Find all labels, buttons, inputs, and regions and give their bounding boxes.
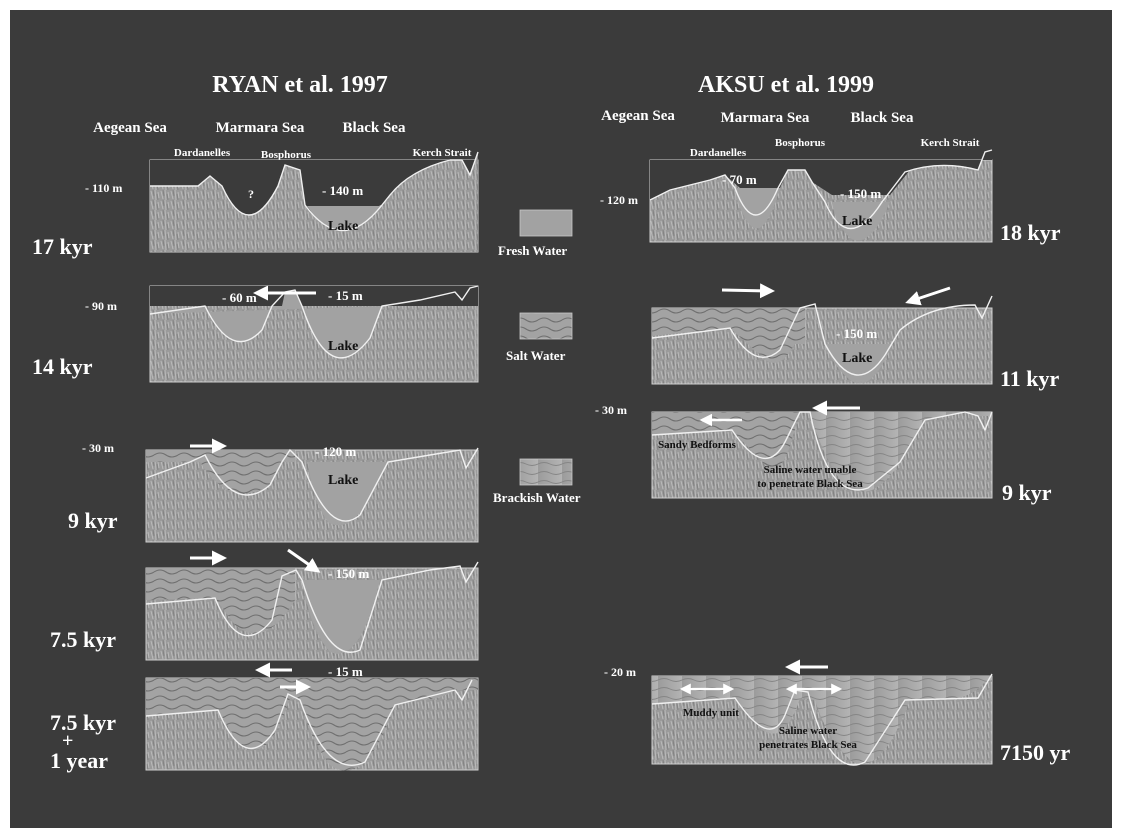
note-saline-line2: to penetrate Black Sea bbox=[757, 478, 863, 490]
salt-water bbox=[652, 308, 805, 363]
level-lake: - 140 m bbox=[322, 183, 363, 198]
seafloor-line bbox=[145, 447, 479, 522]
plus-sign: + bbox=[62, 730, 73, 752]
black-sea-flood-diagram: RYAN et al. 1997 Aegean Sea Marmara Sea … bbox=[32, 72, 1071, 773]
salt-water bbox=[652, 412, 800, 470]
age-label: 7.5 kyr bbox=[50, 627, 116, 652]
outflow-arrow bbox=[905, 286, 951, 306]
right-panel-18kyr: - 120 m - 70 m - 150 m Lake 18 kyr bbox=[600, 149, 1061, 245]
age-label: 17 kyr bbox=[32, 234, 93, 259]
age-label: 11 kyr bbox=[1000, 366, 1060, 391]
seafloor-line bbox=[149, 285, 479, 359]
left-label-bosphorus: Bosphorus bbox=[261, 149, 312, 161]
level-left: - 90 m bbox=[85, 299, 117, 313]
right-label-marmara: Marmara Sea bbox=[721, 110, 810, 126]
age-label: 18 kyr bbox=[1000, 220, 1061, 245]
legend: Fresh Water Salt Water Brackish Water bbox=[493, 209, 581, 505]
lake-water bbox=[302, 580, 380, 654]
level-lake: - 120 m bbox=[315, 444, 356, 459]
marmara-lake bbox=[735, 188, 780, 229]
left-label-dardanelles: Dardanelles bbox=[174, 147, 231, 159]
seafloor-line bbox=[150, 151, 479, 231]
age-label: 9 kyr bbox=[1002, 480, 1052, 505]
legend-label-salt: Salt Water bbox=[506, 348, 566, 363]
left-panel-14kyr: - 90 m - 60 m - 15 m Lake 14 kyr bbox=[32, 285, 479, 383]
left-panel-17kyr: - 110 m - 140 m ? Lake 17 kyr bbox=[32, 151, 479, 259]
right-title: AKSU et al. 1999 bbox=[698, 72, 874, 98]
level-left: - 120 m bbox=[600, 193, 638, 207]
seafloor-line bbox=[651, 295, 993, 376]
level-lake: - 150 m bbox=[840, 186, 881, 201]
right-label-bosphorus: Bosphorus bbox=[775, 137, 826, 149]
level-lake: - 150 m bbox=[836, 326, 877, 341]
legend-swatch-brackish bbox=[519, 458, 573, 486]
age-label: 9 kyr bbox=[68, 508, 118, 533]
brackish-water bbox=[652, 676, 992, 764]
age-line1: 7.5 kyr bbox=[50, 710, 116, 735]
left-label-aegean: Aegean Sea bbox=[93, 120, 167, 136]
level-lake: - 15 m bbox=[328, 288, 363, 303]
level-mid: - 60 m bbox=[222, 290, 257, 305]
brackish-water bbox=[810, 412, 992, 492]
note-sandy-bedforms: Sandy Bedforms bbox=[658, 439, 737, 451]
lake-water bbox=[825, 344, 892, 384]
right-label-black: Black Sea bbox=[851, 110, 914, 126]
legend-label-fresh: Fresh Water bbox=[498, 243, 567, 258]
seafloor-line bbox=[649, 149, 993, 230]
level-lake: - 150 m bbox=[328, 566, 369, 581]
right-panel-9kyr: - 30 m Sandy Bedforms Saline water unabl… bbox=[595, 400, 1052, 505]
age-label: 14 kyr bbox=[32, 354, 93, 379]
lake-label: Lake bbox=[328, 473, 358, 488]
salt-water bbox=[146, 568, 295, 634]
seafloor-line bbox=[145, 561, 479, 653]
question-mark: ? bbox=[248, 187, 254, 201]
spill-arrow bbox=[287, 548, 321, 573]
sky-cutout bbox=[150, 286, 478, 306]
seafloor-line bbox=[145, 679, 473, 767]
lake-water bbox=[308, 462, 388, 526]
salt-water bbox=[146, 678, 478, 771]
note-saline-line1: Saline water bbox=[779, 725, 837, 737]
lake-label: Lake bbox=[842, 351, 872, 366]
legend-swatch-fresh bbox=[519, 209, 573, 237]
age-line2: 1 year bbox=[50, 748, 108, 773]
right-panel-7150yr: - 20 m Muddy unit Saline water penetrate… bbox=[604, 659, 1071, 766]
left-panel-7-5kyr: - 150 m 7.5 kyr bbox=[50, 548, 479, 661]
lake-label: Lake bbox=[328, 339, 358, 354]
lake-water bbox=[150, 290, 382, 358]
level-left: - 110 m bbox=[85, 181, 122, 195]
salt-water-basin bbox=[146, 450, 292, 494]
inflow-arrow bbox=[721, 283, 775, 299]
right-label-kerch: Kerch Strait bbox=[921, 137, 980, 149]
left-label-marmara: Marmara Sea bbox=[216, 120, 305, 136]
seafloor-rock bbox=[150, 152, 478, 252]
level-left: - 20 m bbox=[604, 665, 636, 679]
left-label-black: Black Sea bbox=[343, 120, 406, 136]
figure-panel: RYAN et al. 1997 Aegean Sea Marmara Sea … bbox=[10, 10, 1112, 828]
level-left: - 30 m bbox=[595, 403, 627, 417]
left-title: RYAN et al. 1997 bbox=[212, 72, 388, 98]
right-label-aegean: Aegean Sea bbox=[601, 108, 675, 124]
level-left: - 30 m bbox=[82, 441, 114, 455]
note-saline-line2: penetrates Black Sea bbox=[759, 739, 857, 751]
legend-swatch-salt bbox=[519, 312, 573, 340]
age-label: 7150 yr bbox=[1000, 740, 1071, 765]
left-panel-9kyr: - 30 m - 120 m Lake 9 kyr bbox=[68, 438, 479, 543]
level-mid: - 70 m bbox=[722, 172, 757, 187]
legend-label-brackish: Brackish Water bbox=[493, 490, 581, 505]
note-muddy-unit: Muddy unit bbox=[683, 707, 739, 719]
lake-label: Lake bbox=[842, 214, 872, 229]
left-label-kerch: Kerch Strait bbox=[413, 147, 472, 159]
left-panel-7-5kyr-plus-1-year: - 15 m 7.5 kyr + 1 year bbox=[50, 662, 479, 773]
note-saline-line1: Saline water unable bbox=[764, 464, 857, 476]
sky-cutout bbox=[650, 152, 992, 200]
lake-label: Lake bbox=[328, 219, 358, 234]
seafloor-line bbox=[651, 411, 993, 491]
level-lake: - 15 m bbox=[328, 664, 363, 679]
right-label-dardanelles: Dardanelles bbox=[690, 147, 747, 159]
right-panel-11kyr: - 150 m Lake 11 kyr bbox=[651, 283, 1060, 391]
